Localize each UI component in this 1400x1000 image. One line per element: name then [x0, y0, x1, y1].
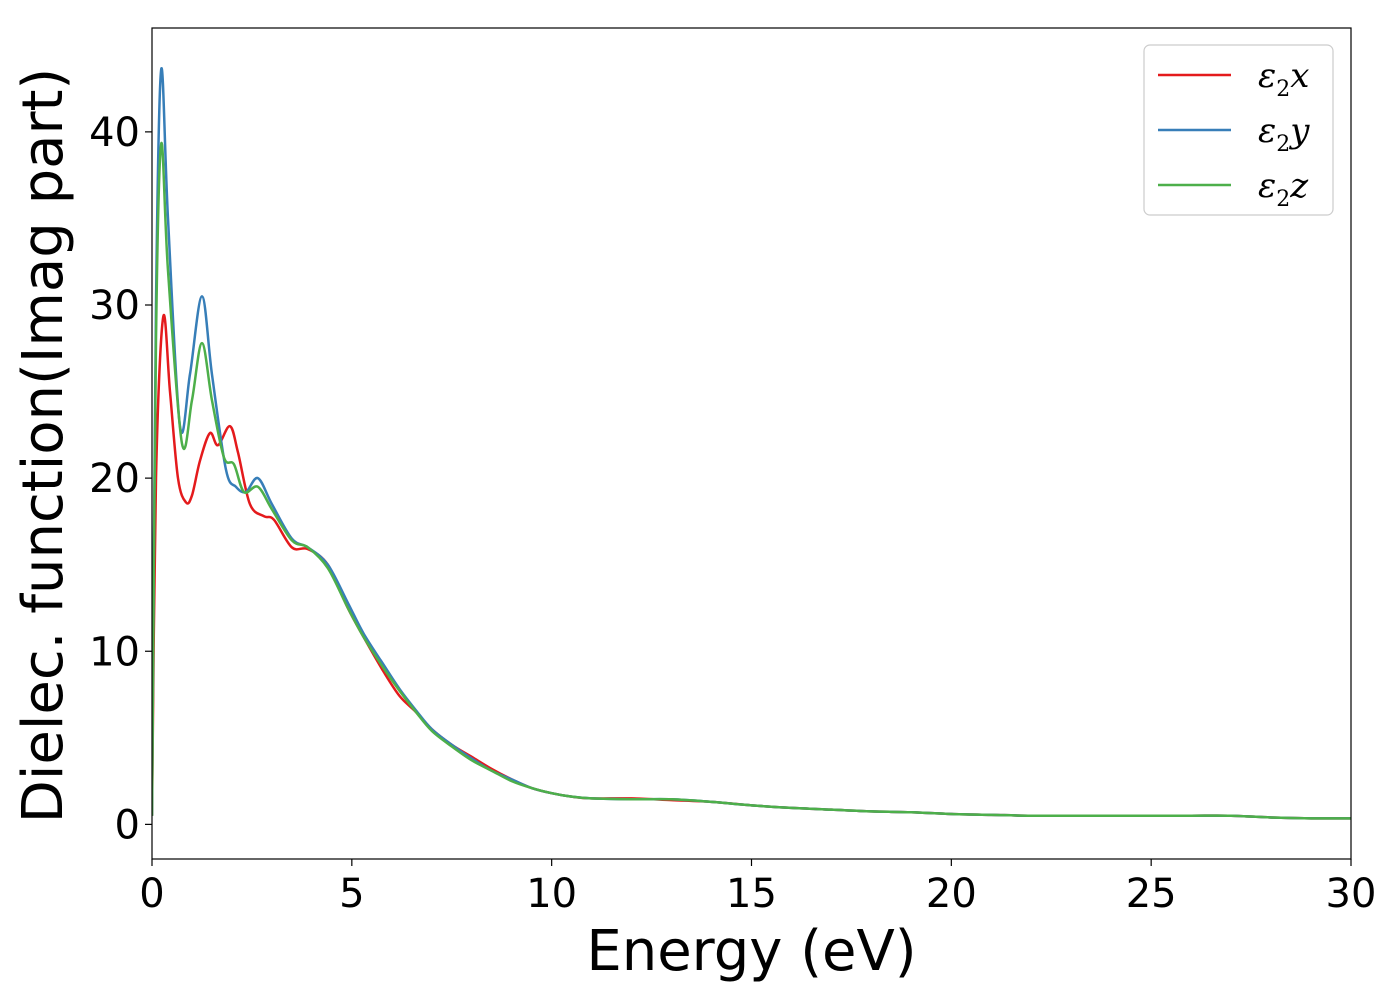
y-axis-title: Dielec. function(Imag part)	[11, 68, 76, 824]
x-tick-label: 5	[339, 871, 364, 917]
legend-label-x: ε2x	[1258, 56, 1309, 102]
y-axis: 0 10 20 30 40	[89, 110, 152, 848]
series-line-x	[152, 313, 1351, 820]
x-axis-title: Energy (eV)	[586, 919, 916, 984]
x-axis: 0 5 10 15 20 25 30	[139, 859, 1376, 917]
legend-label-y: ε2y	[1258, 111, 1310, 157]
series-group	[152, 66, 1351, 820]
series-line-z	[152, 141, 1351, 820]
x-tick-label: 30	[1326, 871, 1377, 917]
y-tick-label: 20	[89, 456, 140, 502]
y-tick-label: 0	[115, 802, 140, 848]
legend: ε2x ε2y ε2z	[1143, 44, 1334, 216]
x-tick-label: 20	[926, 871, 977, 917]
legend-box	[1143, 44, 1334, 216]
y-tick-label: 40	[89, 110, 140, 156]
x-tick-label: 0	[139, 871, 164, 917]
y-tick-label: 10	[89, 629, 140, 675]
legend-label-z: ε2z	[1258, 166, 1309, 212]
y-tick-label: 30	[89, 283, 140, 329]
x-tick-label: 10	[526, 871, 577, 917]
x-tick-label: 25	[1126, 871, 1177, 917]
x-tick-label: 15	[726, 871, 777, 917]
